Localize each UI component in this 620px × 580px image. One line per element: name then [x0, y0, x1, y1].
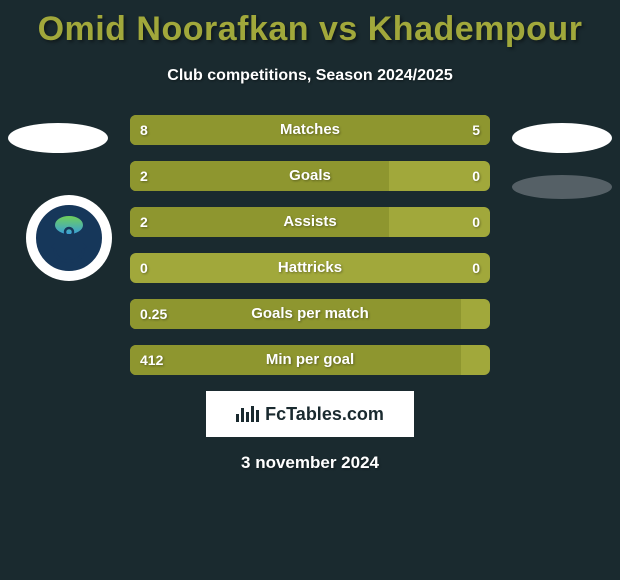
stat-row: 412Min per goal	[130, 345, 490, 375]
stat-label: Min per goal	[130, 345, 490, 375]
stat-label: Goals per match	[130, 299, 490, 329]
stat-row: 85Matches	[130, 115, 490, 145]
club-left-placeholder	[8, 123, 108, 153]
stat-row: 20Assists	[130, 207, 490, 237]
club-badge-left	[26, 195, 112, 281]
fctables-label: FcTables.com	[265, 404, 384, 425]
fctables-badge[interactable]: FcTables.com	[206, 391, 414, 437]
fctables-chart-icon	[236, 406, 259, 422]
stat-label: Matches	[130, 115, 490, 145]
stat-label: Goals	[130, 161, 490, 191]
club-right-placeholder	[512, 123, 612, 153]
stat-row: 0.25Goals per match	[130, 299, 490, 329]
club-badge-inner	[36, 205, 102, 271]
page-title: Omid Noorafkan vs Khadempour	[0, 0, 620, 49]
club-right-placeholder-2	[512, 175, 612, 199]
stat-label: Assists	[130, 207, 490, 237]
stat-row: 00Hattricks	[130, 253, 490, 283]
anchor-icon	[49, 225, 89, 265]
date-label: 3 november 2024	[0, 453, 620, 473]
stat-bars: 85Matches 20Goals 20Assists 00Hattricks 0.25…	[130, 115, 490, 375]
stat-row: 20Goals	[130, 161, 490, 191]
subtitle: Club competitions, Season 2024/2025	[0, 67, 620, 85]
stat-label: Hattricks	[130, 253, 490, 283]
comparison-panel: 85Matches 20Goals 20Assists 00Hattricks 0.25…	[0, 115, 620, 473]
